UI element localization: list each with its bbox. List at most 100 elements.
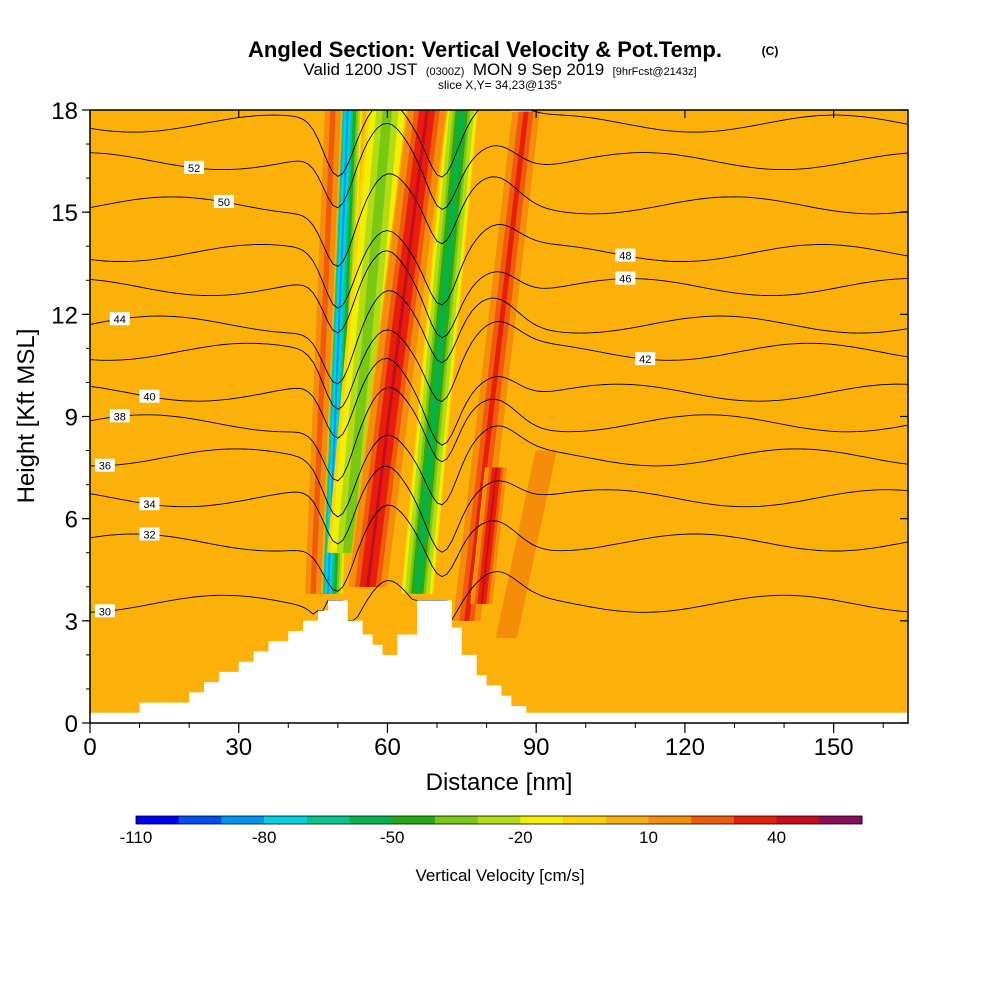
isentrope-label-40: 40	[139, 389, 160, 404]
isentrope-label-text: 42	[639, 354, 651, 366]
x-tick-label: 0	[83, 734, 96, 761]
isentrope-label-38: 38	[109, 409, 130, 423]
isentrope-48	[90, 224, 908, 309]
colorbar-swatch	[605, 816, 649, 824]
isentrope-label-text: 44	[114, 314, 126, 326]
isentrope-label-text: 52	[188, 163, 200, 175]
chart-title: Angled Section: Vertical Velocity & Pot.…	[248, 37, 722, 62]
colorbar-title: Vertical Velocity [cm/s]	[415, 866, 584, 885]
terrain-mask	[90, 600, 908, 723]
x-tick-label: 60	[374, 734, 401, 761]
x-tick-label: 150	[814, 734, 854, 761]
y-tick-label: 9	[65, 405, 78, 432]
colorbar-swatch	[520, 816, 564, 824]
colorbar-swatch	[819, 816, 863, 824]
forecast-tag: [9hrFcst@2143z]	[613, 66, 697, 78]
isentrope-label-text: 54	[515, 100, 527, 112]
y-tick-label: 12	[51, 302, 78, 329]
isentrope-label-36: 36	[94, 458, 115, 473]
isentrope-52	[90, 122, 908, 210]
isentrope-label-44: 44	[109, 312, 130, 326]
colorbar-swatch	[563, 816, 607, 824]
isentrope-labels: 30 32 34 36 38 40 42 44 46 48 50 52 54	[94, 100, 656, 618]
isentrope-54	[90, 110, 908, 178]
colorbar-tick-label: -110	[120, 828, 153, 847]
y-tick-label: 6	[65, 507, 78, 534]
isentrope-38	[90, 386, 908, 482]
isentrope-label-34: 34	[139, 497, 160, 511]
y-axis-title: Height [Kft MSL]	[13, 329, 40, 504]
x-tick-label: 120	[665, 734, 705, 761]
colorbar-tick-label: -50	[380, 828, 405, 847]
valid-time-label: Valid 1200 JST (0300Z) MON 9 Sep 2019 [9…	[303, 60, 696, 79]
isentrope-label-text: 34	[143, 499, 155, 511]
isentrope-30	[90, 571, 908, 622]
colorbar-tick-label: 40	[767, 828, 786, 847]
colorbar-swatch	[221, 816, 265, 824]
y-tick-label: 3	[65, 609, 78, 636]
colorbar-tick-label: -20	[508, 828, 533, 847]
colorbar-swatch	[264, 816, 308, 824]
isentrope-label-50: 50	[213, 194, 234, 209]
colorbar-swatch	[306, 816, 351, 824]
isentrope-label-32: 32	[139, 527, 160, 541]
x-tick-label: 30	[225, 734, 252, 761]
isentrope-label-text: 40	[143, 392, 155, 404]
colorbar-swatch	[434, 816, 479, 824]
velocity-band-9-1	[806, 382, 837, 689]
isentrope-label-42: 42	[635, 352, 656, 366]
colorbar-swatch	[349, 816, 393, 824]
velocity-band-0-1	[326, 110, 349, 594]
isentrope-label-text: 50	[218, 197, 230, 209]
isentrope-label-30: 30	[94, 604, 115, 618]
isentrope-label-text: 38	[114, 411, 126, 423]
x-tick-label: 90	[523, 734, 550, 761]
isentrope-label-text: 30	[99, 606, 111, 618]
colorbar-swatch	[477, 816, 521, 824]
velocity-band-5-1	[465, 110, 528, 621]
colorbar-swatch	[648, 816, 692, 824]
isentrope-label-48: 48	[615, 248, 636, 263]
velocity-shading	[303, 110, 851, 689]
velocity-band-3-1	[312, 110, 334, 594]
colorbar: -110 -80 -50 -20 10 40	[120, 815, 863, 847]
isentrope-label-text: 46	[619, 274, 631, 286]
isentrope-32	[90, 504, 908, 592]
isentrope-46	[90, 250, 908, 339]
isentrope-contours	[90, 110, 908, 622]
colorbar-swatch	[691, 816, 735, 824]
valid-time-utc: (0300Z)	[426, 66, 465, 78]
colorbar-tick-label: 10	[639, 828, 658, 847]
x-axis-title: Distance [nm]	[426, 769, 573, 796]
valid-date: MON 9 Sep 2019	[473, 60, 604, 79]
valid-time-main: Valid 1200 JST	[303, 60, 417, 79]
colorbar-swatch	[136, 816, 180, 824]
y-tick-label: 15	[51, 200, 78, 227]
colorbar-swatch	[392, 816, 436, 824]
velocity-band-8-1	[671, 450, 699, 689]
isentrope-36	[90, 425, 908, 518]
colorbar-swatch	[178, 816, 222, 824]
isentrope-34	[90, 465, 908, 553]
slice-label: slice X,Y= 34,23@135°	[438, 78, 562, 92]
isentrope-label-52: 52	[184, 160, 205, 175]
velocity-band-7-1	[504, 450, 548, 638]
isentrope-40	[90, 357, 908, 446]
colorbar-tick-label: -80	[252, 828, 277, 847]
chart-title-tag: (C)	[762, 44, 779, 58]
colorbar-frame	[135, 815, 863, 825]
velocity-band-6-1	[480, 467, 498, 604]
isentrope-label-46: 46	[615, 271, 636, 286]
y-tick-label: 18	[51, 98, 78, 125]
isentrope-44	[90, 290, 908, 385]
isentrope-label-text: 32	[143, 529, 155, 541]
isentrope-label-text: 48	[619, 251, 631, 263]
y-tick-label: 0	[65, 711, 78, 738]
velocity-band-1-1	[346, 110, 390, 553]
isentrope-label-text: 36	[99, 461, 111, 473]
velocity-band-2-1	[415, 110, 464, 594]
colorbar-swatch	[776, 816, 820, 824]
colorbar-swatch	[733, 816, 778, 824]
